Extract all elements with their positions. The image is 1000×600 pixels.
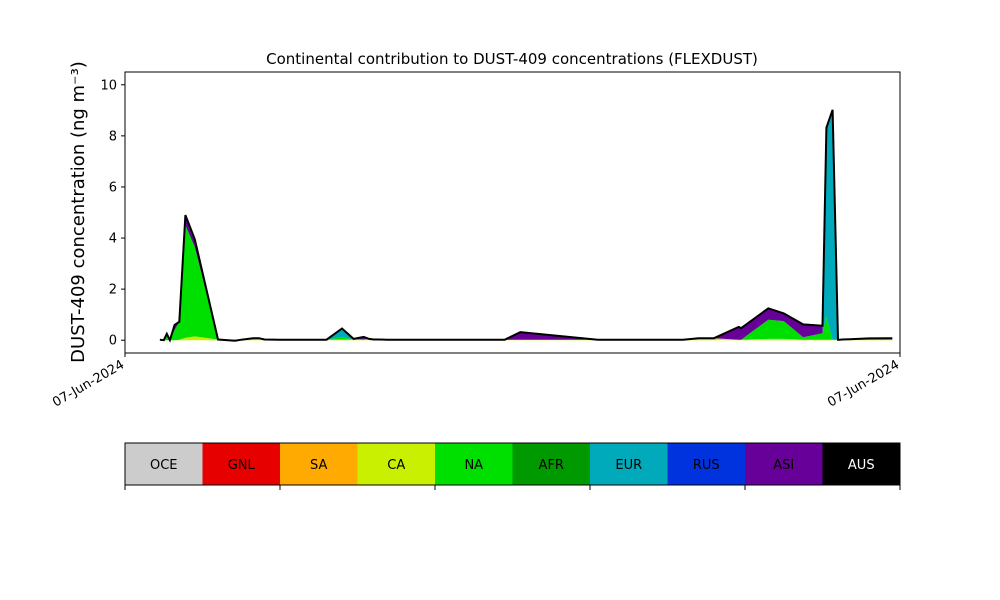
y-axis: 0 2 4 6 8 10 <box>100 78 125 349</box>
area-eur <box>159 109 893 341</box>
legend-swatch-eur <box>590 443 668 485</box>
legend-label: AUS <box>848 458 875 473</box>
stacked-areas <box>159 109 893 341</box>
legend: OCE GNL SA CA NA AFR EUR RUS ASI AUS <box>124 442 901 490</box>
x-tick-label: 07-Jun-2024 <box>50 357 127 410</box>
legend-swatch-ca <box>357 443 436 485</box>
area-ca <box>159 336 893 341</box>
legend-swatch-na <box>435 443 513 485</box>
y-tick-label: 0 <box>109 334 117 349</box>
x-tick-label: 07-Jun-2024 <box>825 357 902 410</box>
y-tick-label: 2 <box>109 283 117 298</box>
legend-label: NA <box>464 458 483 473</box>
legend-label: ASI <box>773 458 794 473</box>
legend-swatch-afr <box>512 443 591 485</box>
legend-swatch-sa <box>280 443 358 485</box>
legend-swatch-gnl <box>202 443 281 485</box>
legend-label: SA <box>310 458 327 473</box>
legend-label: EUR <box>615 458 642 473</box>
legend-label: GNL <box>228 458 256 473</box>
legend-label: CA <box>387 458 405 473</box>
legend-swatch-asi <box>745 443 823 485</box>
legend-swatch-oce <box>125 443 203 485</box>
legend-frame <box>124 442 901 486</box>
y-axis-label: DUST-409 concentration (ng m⁻³) <box>68 61 89 363</box>
y-tick-label: 8 <box>109 129 117 144</box>
legend-label: OCE <box>150 458 178 473</box>
chart-title: Continental contribution to DUST-409 con… <box>266 50 758 68</box>
x-axis: 07-Jun-2024 07-Jun-2024 <box>50 353 902 410</box>
y-tick-label: 4 <box>109 232 117 247</box>
area-asi <box>159 109 893 341</box>
total-outline <box>159 109 893 343</box>
plot-frame <box>124 71 901 354</box>
y-tick-label: 10 <box>100 78 117 93</box>
y-tick-label: 6 <box>109 180 117 195</box>
area-na <box>159 225 893 341</box>
legend-label: RUS <box>693 458 720 473</box>
legend-swatch-aus <box>822 443 901 485</box>
legend-label: AFR <box>539 458 564 473</box>
legend-swatch-rus <box>667 443 746 485</box>
